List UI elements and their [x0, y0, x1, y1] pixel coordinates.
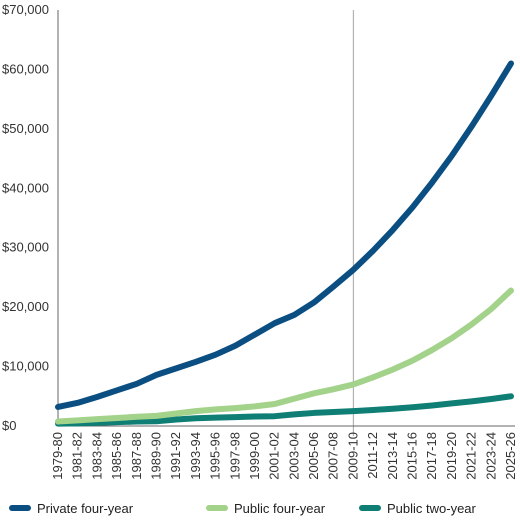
series-lines [55, 60, 514, 427]
x-tick-label: 2015-16 [405, 432, 420, 480]
legend-item: Public two-year [359, 501, 477, 516]
y-tick-label: $10,000 [2, 359, 49, 374]
x-tick-label: 1985-86 [109, 432, 124, 480]
x-tick-label: 2019-20 [444, 432, 459, 480]
x-tick-label: 1983-84 [89, 432, 104, 480]
x-tick-label: 2009-10 [345, 432, 360, 480]
y-tick-label: $40,000 [2, 180, 49, 195]
x-tick-label: 1987-88 [129, 432, 144, 480]
x-tick-label: 2011-12 [365, 432, 380, 479]
x-tick-label: 1995-96 [208, 432, 223, 480]
x-tick-label: 2023-24 [483, 432, 498, 480]
x-tick-label: 2001-02 [267, 432, 282, 480]
y-tick-label: $0 [2, 418, 16, 433]
legend-label: Public two-year [387, 501, 477, 516]
y-tick-label: $20,000 [2, 299, 49, 314]
x-axis-tick-labels: 1979-80 1981-82 1983-84 1985-86 1987-88 1989-… [50, 432, 518, 480]
x-tick-label: 2007-08 [326, 432, 341, 480]
x-tick-label: 1999-00 [247, 432, 262, 480]
x-tick-label: 1997-98 [227, 432, 242, 480]
y-tick-label: $50,000 [2, 121, 49, 136]
series-line-public-two-year [55, 393, 514, 427]
legend-item: Public four-year [206, 501, 326, 516]
x-tick-label: 2005-06 [306, 432, 321, 480]
x-tick-label: 2025-26 [503, 432, 518, 480]
y-axis-tick-labels: $0 $10,000 $20,000 $30,000 $40,000 $50,000 $60… [2, 2, 49, 433]
x-tick-label: 1979-80 [50, 432, 65, 480]
y-tick-label: $30,000 [2, 240, 49, 255]
series-line-public-four-year [55, 287, 514, 425]
x-tick-label: 2017-18 [424, 432, 439, 480]
x-tick-label: 1981-82 [70, 432, 85, 480]
legend-label: Public four-year [234, 501, 326, 516]
y-tick-label: $60,000 [2, 61, 49, 76]
x-tick-label: 1989-90 [148, 432, 163, 480]
x-tick-label: 2013-14 [385, 432, 400, 480]
legend: Private four-year Public four-year Public … [9, 501, 477, 516]
x-tick-label: 2021-22 [464, 432, 479, 480]
legend-item: Private four-year [9, 501, 134, 516]
legend-label: Private four-year [37, 501, 134, 516]
series-line-private-four-year [55, 60, 514, 410]
x-tick-label: 1993-94 [188, 432, 203, 480]
y-tick-label: $70,000 [2, 2, 49, 17]
axes [57, 10, 515, 427]
x-tick-label: 2003-04 [286, 432, 301, 480]
x-tick-label: 1991-92 [168, 432, 183, 480]
